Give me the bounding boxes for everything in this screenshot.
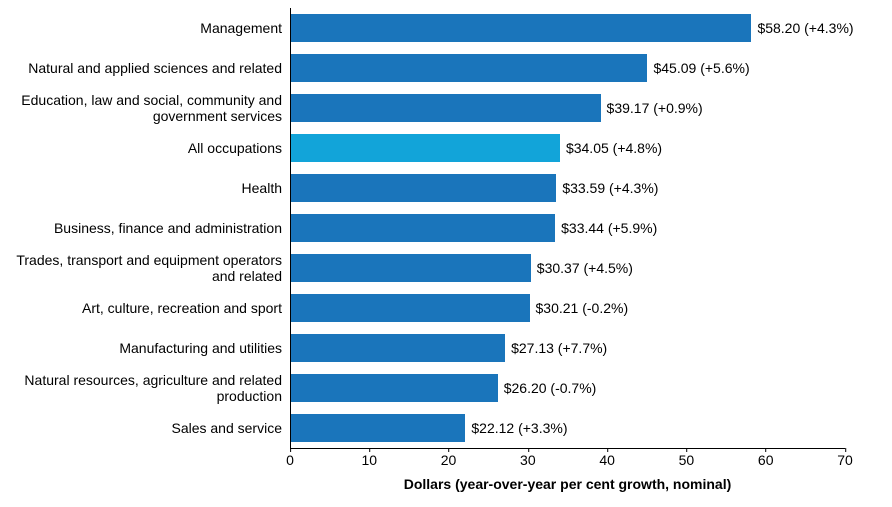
bar: [290, 94, 601, 122]
value-label: $34.05 (+4.8%): [560, 128, 662, 168]
bar: [290, 414, 465, 442]
x-tick: 0: [286, 452, 294, 468]
value-label: $39.17 (+0.9%): [601, 88, 703, 128]
plot-cell: $34.05 (+4.8%): [290, 128, 845, 168]
plot-cell: $30.37 (+4.5%): [290, 248, 845, 288]
x-axis-line: [290, 448, 845, 449]
chart-row: Sales and service $22.12 (+3.3%): [0, 408, 892, 448]
chart-row: Management$58.20 (+4.3%): [0, 8, 892, 48]
x-axis-title: Dollars (year-over-year per cent growth,…: [290, 476, 845, 492]
bar: [290, 214, 555, 242]
value-label: $22.12 (+3.3%): [465, 408, 567, 448]
chart-row: Natural and applied sciences and related…: [0, 48, 892, 88]
value-label: $30.37 (+4.5%): [531, 248, 633, 288]
x-tick: 30: [520, 452, 536, 468]
chart-row: Manufacturing and utilities $27.13 (+7.7%…: [0, 328, 892, 368]
bar: [290, 254, 531, 282]
bar: [290, 14, 751, 42]
chart-row: All occupations $34.05 (+4.8%): [0, 128, 892, 168]
value-label: $45.09 (+5.6%): [647, 48, 749, 88]
chart-row: Trades, transport and equipment operator…: [0, 248, 892, 288]
x-tick: 60: [758, 452, 774, 468]
category-label: Sales and service: [0, 420, 290, 436]
x-axis: 010203040506070: [290, 452, 845, 476]
value-label: $26.20 (-0.7%): [498, 368, 597, 408]
bar: [290, 174, 556, 202]
bar: [290, 134, 560, 162]
category-label: Trades, transport and equipment operator…: [0, 252, 290, 284]
plot-cell: $45.09 (+5.6%): [290, 48, 845, 88]
x-tick: 50: [679, 452, 695, 468]
plot-cell: $27.13 (+7.7%): [290, 328, 845, 368]
x-tick: 70: [837, 452, 853, 468]
plot-cell: $33.59 (+4.3%): [290, 168, 845, 208]
value-label: $58.20 (+4.3%): [751, 8, 853, 48]
category-label: Management: [0, 20, 290, 36]
wage-by-occupation-chart: Management$58.20 (+4.3%)Natural and appl…: [0, 8, 892, 448]
value-label: $30.21 (-0.2%): [530, 288, 629, 328]
bar: [290, 294, 530, 322]
plot-cell: $33.44 (+5.9%): [290, 208, 845, 248]
category-label: Business, finance and administration: [0, 220, 290, 236]
value-label: $33.59 (+4.3%): [556, 168, 658, 208]
plot-cell: $26.20 (-0.7%): [290, 368, 845, 408]
chart-row: Natural resources, agriculture and relat…: [0, 368, 892, 408]
plot-cell: $22.12 (+3.3%): [290, 408, 845, 448]
x-tick: 20: [441, 452, 457, 468]
chart-row: Business, finance and administration $33.…: [0, 208, 892, 248]
category-label: Natural resources, agriculture and relat…: [0, 372, 290, 404]
chart-row: Education, law and social, community and…: [0, 88, 892, 128]
chart-row: Health $33.59 (+4.3%): [0, 168, 892, 208]
x-tick: 10: [361, 452, 377, 468]
category-label: Art, culture, recreation and sport: [0, 300, 290, 316]
category-label: Education, law and social, community and…: [0, 92, 290, 124]
value-label: $27.13 (+7.7%): [505, 328, 607, 368]
plot-cell: $30.21 (-0.2%): [290, 288, 845, 328]
plot-cell: $39.17 (+0.9%): [290, 88, 845, 128]
category-label: All occupations: [0, 140, 290, 156]
category-label: Natural and applied sciences and related: [0, 60, 290, 76]
chart-row: Art, culture, recreation and sport $30.21…: [0, 288, 892, 328]
value-label: $33.44 (+5.9%): [555, 208, 657, 248]
category-label: Health: [0, 180, 290, 196]
bar: [290, 374, 498, 402]
x-tick: 40: [599, 452, 615, 468]
bar: [290, 334, 505, 362]
y-axis-line: [290, 8, 291, 448]
plot-cell: $58.20 (+4.3%): [290, 8, 845, 48]
category-label: Manufacturing and utilities: [0, 340, 290, 356]
bar: [290, 54, 647, 82]
